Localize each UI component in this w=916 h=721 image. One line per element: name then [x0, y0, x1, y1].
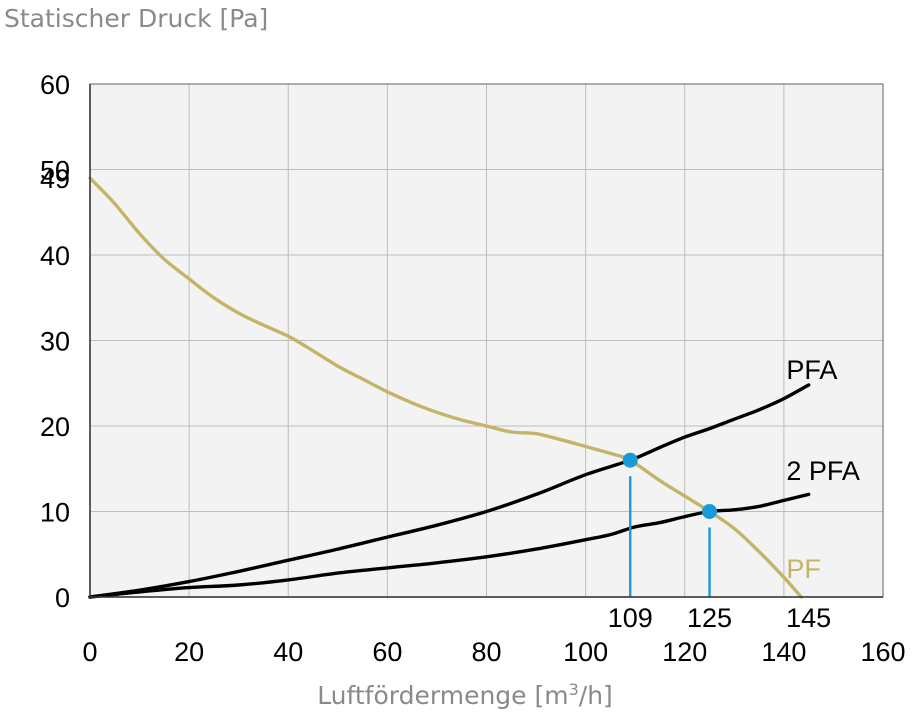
x-tick-label: 60 — [372, 637, 402, 667]
x-axis-title-suffix: /h] — [579, 681, 613, 710]
y-tick-label: 0 — [55, 583, 70, 613]
series-label-2-pfa: 2 PFA — [786, 456, 860, 486]
x-annotation-label: 145 — [786, 603, 831, 633]
x-tick-label: 40 — [273, 637, 303, 667]
operating-point-dot — [622, 452, 638, 468]
operating-point-label: 109 — [608, 603, 653, 633]
x-tick-label: 120 — [662, 637, 707, 667]
y-tick-label: 40 — [40, 241, 70, 271]
x-tick-label: 140 — [761, 637, 806, 667]
grid-lines — [90, 84, 883, 597]
series-label-pf: PF — [786, 554, 821, 584]
operating-point-label: 125 — [687, 603, 732, 633]
series-lines — [88, 176, 811, 599]
series-line-2-pfa — [88, 492, 811, 599]
y-tick-label: 10 — [40, 498, 70, 528]
x-tick-label: 80 — [471, 637, 501, 667]
annotations: PF PFA 2 PFA 109 125 49 145 — [40, 164, 860, 633]
y-tick-label: 20 — [40, 412, 70, 442]
y-tick-label: 50 — [40, 156, 70, 186]
x-tick-label: 100 — [563, 637, 608, 667]
x-tick-label: 0 — [82, 637, 97, 667]
operating-point-dot — [702, 504, 718, 519]
operating-points — [622, 452, 718, 597]
x-tick-label: 160 — [860, 637, 905, 667]
y-axis-title: Statischer Druck [Pa] — [4, 4, 268, 33]
y-tick-label: 30 — [40, 327, 70, 357]
x-axis-title: Luftfördermenge [m3/h] — [317, 680, 613, 710]
series-label-pfa: PFA — [786, 355, 837, 385]
y-tick-label: 60 — [40, 70, 70, 100]
series-line-pf — [88, 176, 803, 599]
y-annotation-label: 49 — [40, 164, 70, 194]
tick-labels: 0 20 40 60 80 100 120 140 160 0 10 20 30 40 50 60 — [40, 70, 906, 667]
x-axis-title-prefix: Luftfördermenge [m — [317, 681, 568, 710]
x-axis-title-superscript: 3 — [569, 680, 579, 699]
x-tick-label: 20 — [174, 637, 204, 667]
series-line-pfa — [88, 383, 811, 599]
